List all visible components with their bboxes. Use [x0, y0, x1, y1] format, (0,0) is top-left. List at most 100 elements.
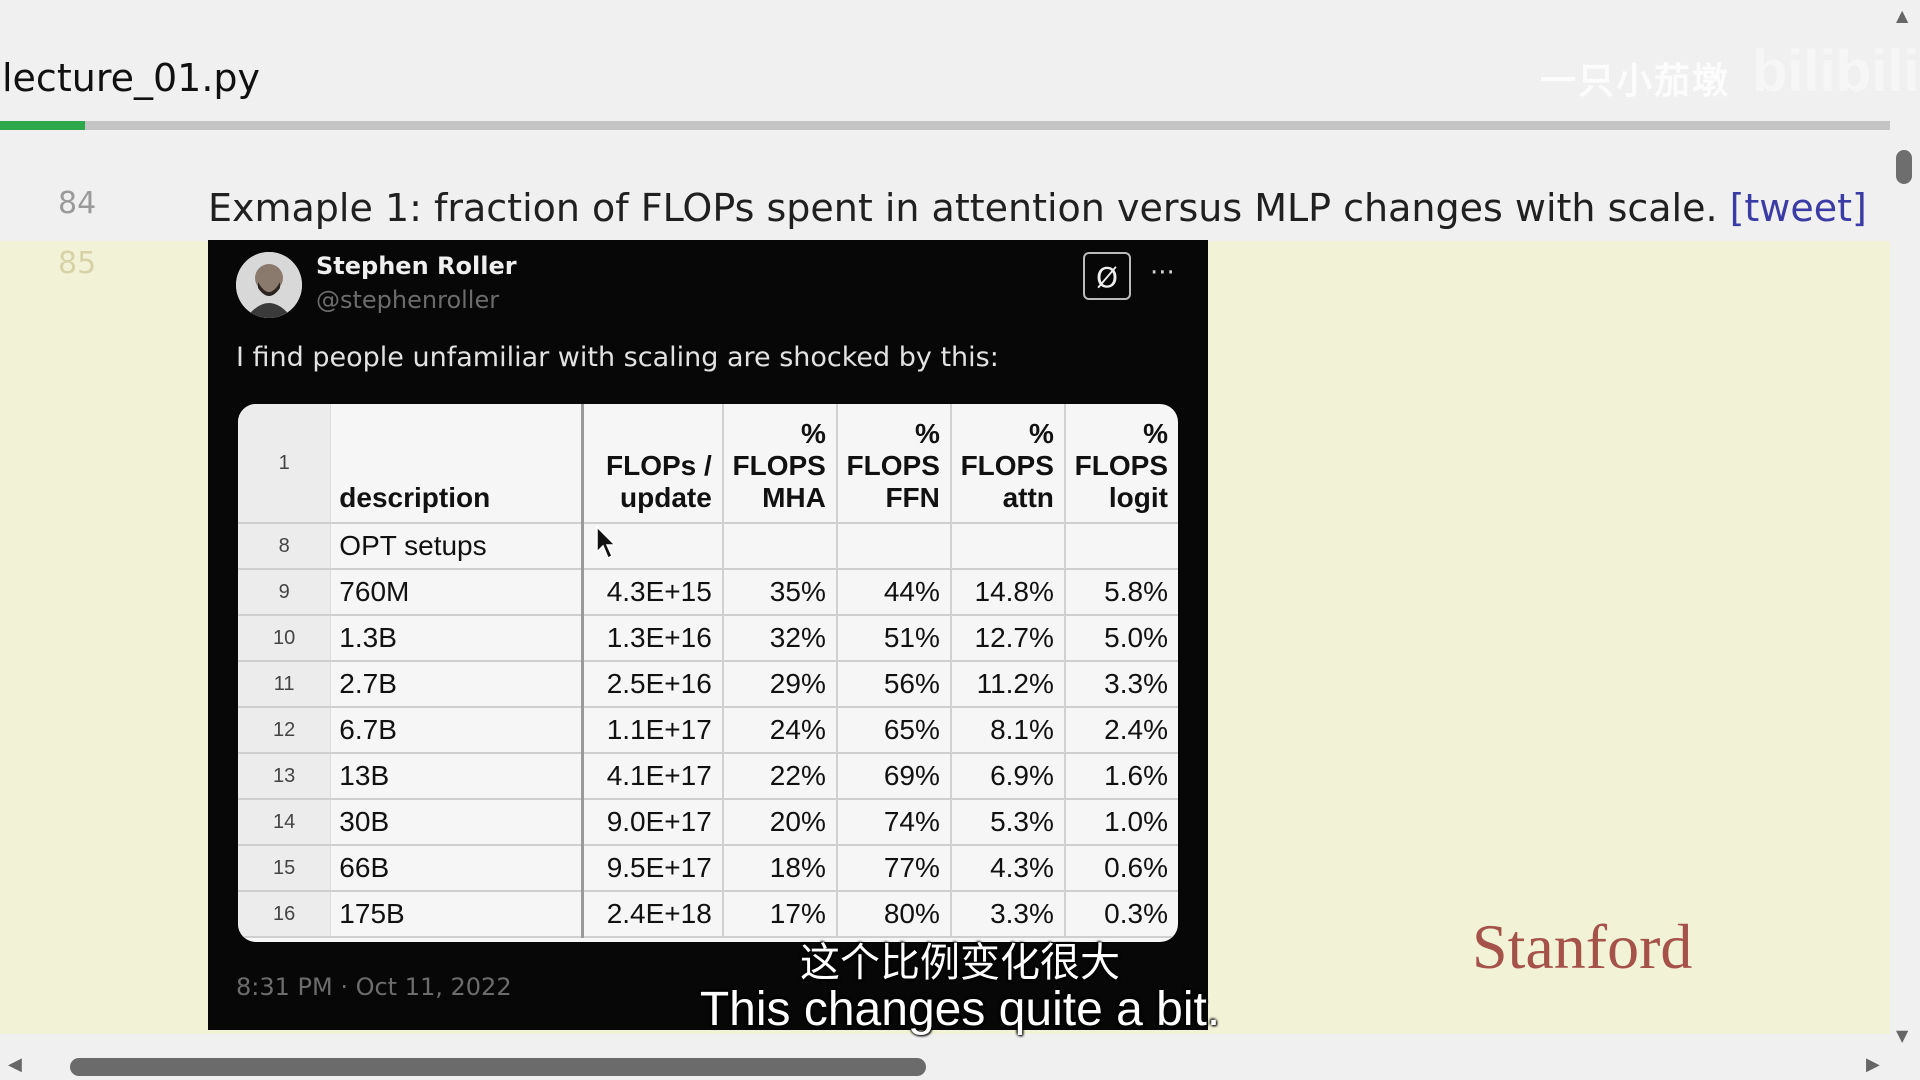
description-cell: 6.7B	[330, 707, 585, 754]
author-handle[interactable]: @stephenroller	[316, 286, 500, 314]
value-cell: 0.6%	[1064, 845, 1178, 892]
row-number: 15	[238, 845, 332, 892]
value-cell: 18%	[722, 845, 838, 892]
description-cell: 13B	[330, 753, 585, 800]
stanford-logo: Stanford	[1472, 911, 1693, 982]
value-cell: 9.0E+17	[582, 799, 724, 846]
value-cell: 11.2%	[950, 661, 1066, 708]
column-header: % FLOPS FFN	[836, 404, 952, 524]
line-number: 84	[58, 186, 97, 221]
value-cell: 51%	[836, 615, 952, 662]
row-number: 12	[238, 707, 332, 754]
more-icon[interactable]: ···	[1150, 258, 1175, 288]
value-cell: 4.3%	[950, 845, 1066, 892]
value-cell: 9.5E+17	[582, 845, 724, 892]
value-cell	[1064, 523, 1178, 570]
table-row: 16 175B 2.4E+18 17% 80% 3.3% 0.3%	[238, 891, 1178, 938]
column-header: % FLOPS attn	[950, 404, 1066, 524]
file-title: lecture_01.py	[2, 56, 261, 100]
value-cell: 4.3E+15	[582, 569, 724, 616]
value-cell: 5.3%	[950, 799, 1066, 846]
table-row: 14 30B 9.0E+17 20% 74% 5.3% 1.0%	[238, 799, 1178, 846]
author-name[interactable]: Stephen Roller	[316, 252, 517, 280]
value-cell: 2.5E+16	[582, 661, 724, 708]
value-cell: 2.4%	[1064, 707, 1178, 754]
column-header: % FLOPS MHA	[722, 404, 838, 524]
value-cell: 35%	[722, 569, 838, 616]
row-number: 9	[238, 569, 332, 616]
table-header-row: 1 description FLOPs / update % FLOPS MHA…	[238, 404, 1178, 524]
value-cell: 20%	[722, 799, 838, 846]
x-logo-icon[interactable]: Ø	[1083, 252, 1131, 300]
value-cell: 4.1E+17	[582, 753, 724, 800]
value-cell: 24%	[722, 707, 838, 754]
description-cell: 175B	[330, 891, 585, 938]
tweet-text: I find people unfamiliar with scaling ar…	[236, 342, 999, 373]
row-number: 13	[238, 753, 332, 800]
value-cell: 17%	[722, 891, 838, 938]
value-cell: 2.4E+18	[582, 891, 724, 938]
scroll-up-arrow-icon[interactable]: ▲	[1896, 6, 1909, 25]
value-cell: 56%	[836, 661, 952, 708]
value-cell: 22%	[722, 753, 838, 800]
value-cell: 12.7%	[950, 615, 1066, 662]
column-header: % FLOPS logit	[1064, 404, 1178, 524]
row-number: 8	[238, 523, 332, 570]
value-cell: 3.3%	[950, 891, 1066, 938]
scroll-right-arrow-icon[interactable]: ▶	[1866, 1054, 1880, 1075]
mouse-cursor-icon	[596, 525, 618, 564]
spreadsheet-image: 1 description FLOPs / update % FLOPS MHA…	[238, 404, 1178, 942]
scroll-down-arrow-icon[interactable]: ▼	[1896, 1026, 1909, 1045]
table-row: 8 OPT setups	[238, 523, 1178, 570]
value-cell: 5.0%	[1064, 615, 1178, 662]
row-number: 14	[238, 799, 332, 846]
column-header: description	[330, 404, 585, 524]
value-cell: 65%	[836, 707, 952, 754]
row-number: 1	[238, 404, 332, 524]
column-header: FLOPs / update	[582, 404, 724, 524]
description-cell: 30B	[330, 799, 585, 846]
value-cell	[722, 523, 838, 570]
tweet-link[interactable]: [tweet]	[1729, 186, 1867, 230]
row-number: 16	[238, 891, 332, 938]
line-text: Exmaple 1: fraction of FLOPs spent in at…	[208, 186, 1718, 230]
value-cell: 44%	[836, 569, 952, 616]
progress-bar	[0, 121, 1890, 130]
value-cell: 0.3%	[1064, 891, 1178, 938]
subtitle-english: This changes quite a bit.	[699, 983, 1221, 1036]
horizontal-scrollbar-thumb[interactable]	[70, 1058, 926, 1076]
value-cell: 77%	[836, 845, 952, 892]
description-cell: 66B	[330, 845, 585, 892]
progress-bar-fill	[0, 121, 86, 130]
value-cell: 3.3%	[1064, 661, 1178, 708]
tweet-timestamp[interactable]: 8:31 PM · Oct 11, 2022	[236, 973, 512, 1001]
value-cell: 1.3E+16	[582, 615, 724, 662]
table-row: 10 1.3B 1.3E+16 32% 51% 12.7% 5.0%	[238, 615, 1178, 662]
bilibili-logo: bilibili	[1752, 39, 1920, 104]
line-number: 85	[58, 246, 97, 281]
table-row: 15 66B 9.5E+17 18% 77% 4.3% 0.6%	[238, 845, 1178, 892]
watermark-text: 一只小茄墩	[1540, 61, 1731, 102]
value-cell: 1.0%	[1064, 799, 1178, 846]
avatar[interactable]	[236, 252, 302, 318]
flops-table: 1 description FLOPs / update % FLOPS MHA…	[238, 404, 1178, 938]
value-cell: 8.1%	[950, 707, 1066, 754]
subtitle-chinese: 这个比例变化很大	[800, 940, 1120, 986]
value-cell: 32%	[722, 615, 838, 662]
value-cell	[836, 523, 952, 570]
value-cell: 80%	[836, 891, 952, 938]
vertical-scrollbar-thumb[interactable]	[1896, 150, 1912, 184]
scroll-left-arrow-icon[interactable]: ◀	[8, 1054, 22, 1075]
value-cell: 1.1E+17	[582, 707, 724, 754]
description-cell: 1.3B	[330, 615, 585, 662]
value-cell: 14.8%	[950, 569, 1066, 616]
value-cell: 5.8%	[1064, 569, 1178, 616]
table-row: 13 13B 4.1E+17 22% 69% 6.9% 1.6%	[238, 753, 1178, 800]
table-row: 9 760M 4.3E+15 35% 44% 14.8% 5.8%	[238, 569, 1178, 616]
description-cell: 2.7B	[330, 661, 585, 708]
value-cell: 1.6%	[1064, 753, 1178, 800]
table-row: 12 6.7B 1.1E+17 24% 65% 8.1% 2.4%	[238, 707, 1178, 754]
code-line: Exmaple 1: fraction of FLOPs spent in at…	[208, 186, 1867, 230]
row-number: 11	[238, 661, 332, 708]
table-row: 11 2.7B 2.5E+16 29% 56% 11.2% 3.3%	[238, 661, 1178, 708]
